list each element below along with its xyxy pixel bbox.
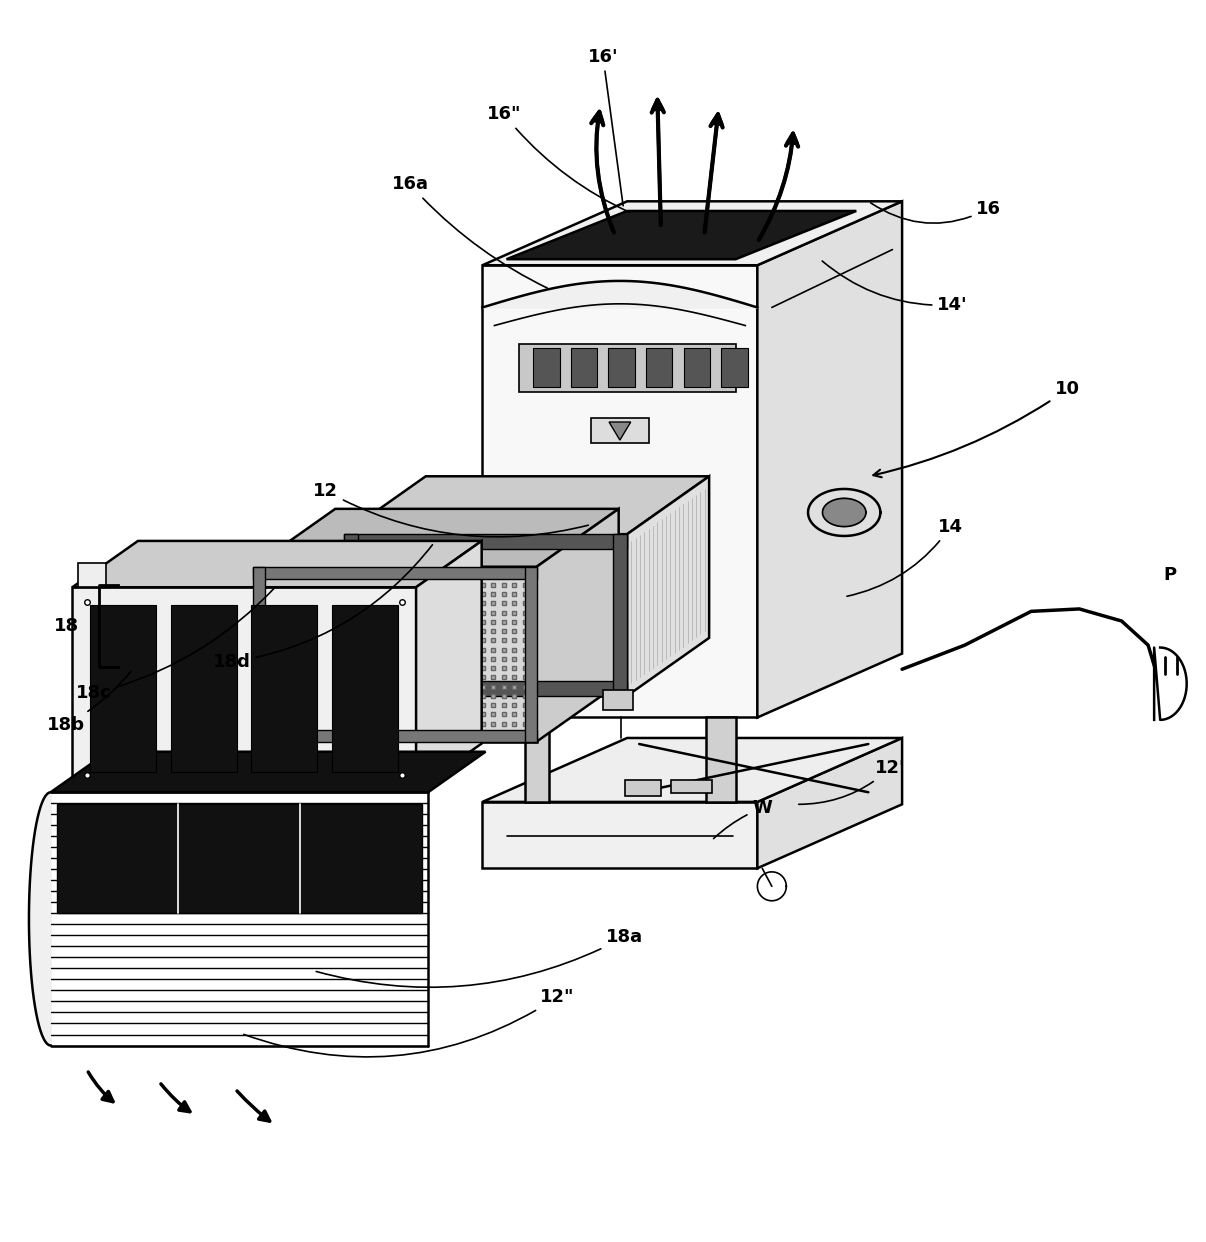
Polygon shape	[253, 566, 537, 579]
Polygon shape	[251, 605, 317, 771]
Polygon shape	[627, 476, 709, 696]
Polygon shape	[253, 566, 265, 741]
Polygon shape	[757, 201, 902, 718]
Text: 12': 12'	[798, 759, 906, 805]
Polygon shape	[253, 729, 537, 741]
Polygon shape	[344, 534, 627, 696]
Polygon shape	[344, 476, 709, 534]
Polygon shape	[332, 605, 398, 771]
Polygon shape	[416, 542, 481, 790]
Polygon shape	[90, 605, 157, 771]
Text: 18: 18	[54, 617, 78, 635]
Text: 14': 14'	[822, 261, 968, 314]
Polygon shape	[78, 563, 106, 587]
Text: 16': 16'	[587, 47, 624, 206]
Polygon shape	[253, 509, 619, 566]
Text: 16a: 16a	[392, 175, 548, 288]
Text: 18b: 18b	[47, 672, 131, 734]
Polygon shape	[671, 780, 712, 794]
Polygon shape	[570, 349, 597, 388]
Polygon shape	[721, 349, 748, 388]
Text: 16: 16	[871, 200, 1001, 224]
Text: 18c: 18c	[76, 587, 275, 703]
Polygon shape	[1154, 647, 1187, 720]
Polygon shape	[51, 751, 486, 792]
Polygon shape	[482, 201, 902, 266]
Polygon shape	[608, 349, 634, 388]
Polygon shape	[706, 718, 736, 802]
Polygon shape	[603, 689, 633, 710]
Text: 10: 10	[873, 380, 1079, 477]
Polygon shape	[482, 802, 757, 868]
Polygon shape	[609, 422, 631, 440]
Text: 16": 16"	[487, 106, 630, 212]
Polygon shape	[57, 805, 422, 913]
Text: 14: 14	[847, 518, 962, 596]
Polygon shape	[533, 349, 560, 388]
Polygon shape	[171, 605, 236, 771]
Text: W: W	[714, 799, 772, 838]
Polygon shape	[344, 682, 627, 696]
Text: 18d: 18d	[212, 545, 433, 671]
Polygon shape	[646, 349, 673, 388]
Polygon shape	[625, 780, 661, 796]
Polygon shape	[507, 211, 856, 260]
Polygon shape	[344, 534, 358, 696]
Text: 18a: 18a	[316, 928, 643, 987]
Polygon shape	[344, 534, 627, 549]
Polygon shape	[591, 419, 649, 442]
Polygon shape	[537, 509, 619, 741]
Polygon shape	[525, 566, 537, 741]
Polygon shape	[482, 738, 902, 802]
Polygon shape	[72, 542, 481, 587]
Polygon shape	[684, 349, 710, 388]
Polygon shape	[253, 566, 537, 741]
Polygon shape	[72, 587, 416, 790]
Polygon shape	[822, 498, 866, 527]
Polygon shape	[519, 344, 736, 392]
Text: 12": 12"	[244, 989, 574, 1057]
Text: P: P	[1164, 566, 1176, 584]
Polygon shape	[757, 738, 902, 868]
Polygon shape	[525, 718, 549, 802]
Text: 12: 12	[314, 482, 589, 537]
Polygon shape	[482, 266, 757, 718]
Polygon shape	[613, 534, 627, 696]
